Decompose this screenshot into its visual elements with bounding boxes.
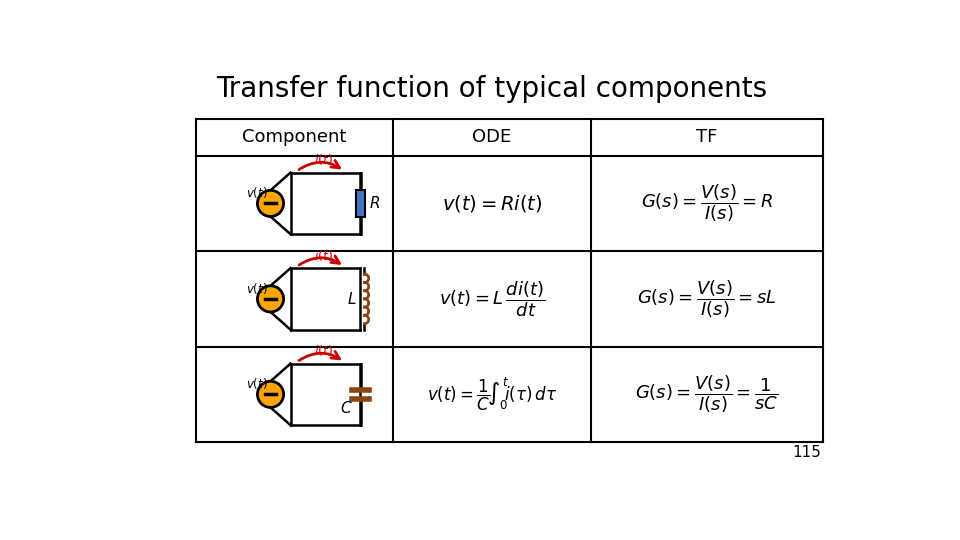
Circle shape (257, 286, 283, 312)
Text: $L$: $L$ (348, 291, 357, 307)
Text: $i(t)$: $i(t)$ (314, 152, 333, 167)
Bar (356, 190, 365, 217)
Text: $v(t) = L\,\dfrac{di(t)}{dt}$: $v(t) = L\,\dfrac{di(t)}{dt}$ (439, 279, 545, 319)
Text: $v(t)$: $v(t)$ (246, 281, 268, 295)
Text: $v(t) = Ri(t)$: $v(t) = Ri(t)$ (442, 193, 542, 214)
Text: $v(t)$: $v(t)$ (246, 185, 268, 200)
Text: $C$: $C$ (341, 400, 353, 416)
Text: $R$: $R$ (369, 195, 380, 211)
Text: ODE: ODE (472, 128, 512, 146)
Text: TF: TF (696, 128, 718, 146)
FancyArrowPatch shape (299, 352, 340, 361)
FancyArrowPatch shape (299, 160, 340, 170)
Circle shape (257, 190, 283, 217)
Text: Transfer function of typical components: Transfer function of typical components (216, 76, 768, 104)
Text: $G(s) = \dfrac{V(s)}{I(s)} = R$: $G(s) = \dfrac{V(s)}{I(s)} = R$ (641, 183, 773, 224)
Text: $v(t) = \dfrac{1}{C}\!\int_0^t\!i(\tau)\,d\tau$: $v(t) = \dfrac{1}{C}\!\int_0^t\!i(\tau)\… (427, 375, 557, 413)
Text: $i(t)$: $i(t)$ (314, 343, 333, 358)
FancyArrowPatch shape (299, 256, 340, 265)
Text: $G(s) = \dfrac{V(s)}{I(s)} = \dfrac{1}{sC}$: $G(s) = \dfrac{V(s)}{I(s)} = \dfrac{1}{s… (636, 374, 779, 415)
Text: $v(t)$: $v(t)$ (246, 376, 268, 391)
Text: Component: Component (242, 128, 347, 146)
Text: $G(s) = \dfrac{V(s)}{I(s)} = sL$: $G(s) = \dfrac{V(s)}{I(s)} = sL$ (637, 278, 777, 320)
Text: $i(t)$: $i(t)$ (314, 248, 333, 262)
Text: 115: 115 (792, 446, 821, 461)
Circle shape (257, 381, 283, 408)
